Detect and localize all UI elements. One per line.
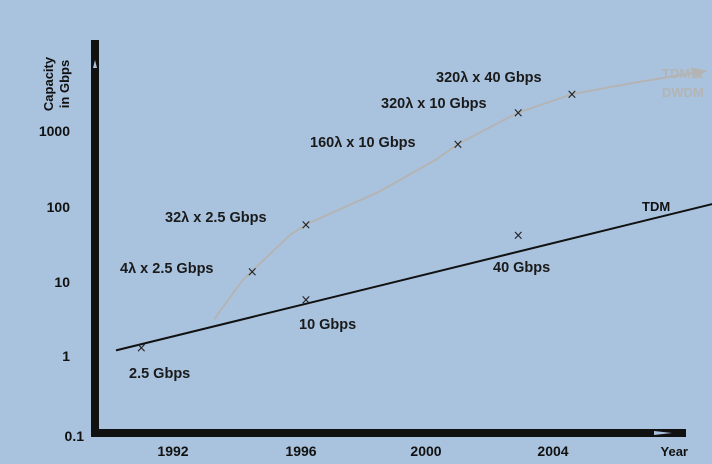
- x-axis-line: [91, 429, 651, 437]
- data-label: 320λ x 10 Gbps: [381, 96, 487, 112]
- data-label: 40 Gbps: [493, 260, 550, 276]
- data-point-marker: ×: [247, 265, 258, 280]
- data-label: 320λ x 40 Gbps: [436, 70, 542, 86]
- series-label-tdm-dwdm: TDM &: [662, 66, 703, 81]
- y-axis-arrow-icon: [91, 40, 99, 70]
- x-axis-arrow-head-icon: [654, 431, 672, 435]
- y-axis-label-line1: Capacity: [41, 56, 56, 111]
- data-point-marker: ×: [301, 293, 312, 308]
- x-tick-label: 2000: [410, 443, 441, 459]
- x-axis-label: Year: [661, 444, 688, 459]
- y-tick-label: 1: [62, 348, 70, 364]
- data-point-marker: ×: [136, 341, 147, 356]
- x-tick-label: 2004: [537, 443, 568, 459]
- series-line-tdm-dwdm: [213, 70, 702, 320]
- series-arrowhead-tdm-dwdm: [691, 67, 708, 80]
- series-line-tdm: [115, 203, 712, 352]
- data-label: 32λ x 2.5 Gbps: [165, 210, 267, 226]
- data-label: 2.5 Gbps: [129, 366, 190, 382]
- data-label: 160λ x 10 Gbps: [310, 135, 416, 151]
- data-point-marker: ×: [513, 228, 524, 243]
- y-tick-label: 1000: [39, 123, 70, 139]
- series-label-tdm-dwdm: DWDM: [662, 85, 704, 100]
- data-point-marker: ×: [513, 106, 524, 121]
- data-point-marker: ×: [453, 138, 464, 153]
- data-label: 10 Gbps: [299, 317, 356, 333]
- x-tick-label: 1996: [285, 443, 316, 459]
- series-label-tdm: TDM: [642, 199, 670, 214]
- data-point-marker: ×: [567, 88, 578, 103]
- y-tick-label: 100: [47, 199, 71, 215]
- x-tick-label: 1992: [157, 443, 188, 459]
- y-axis-label-line2: in Gbps: [57, 60, 72, 108]
- y-axis-arrow-head-icon: [93, 60, 97, 68]
- y-tick-label: 10: [54, 274, 70, 290]
- data-point-marker: ×: [301, 218, 312, 233]
- data-markers: × × × × × × × ×: [136, 88, 578, 357]
- y-axis-line: [91, 70, 99, 437]
- data-label: 4λ x 2.5 Gbps: [120, 261, 214, 277]
- y-tick-label: 0.1: [65, 428, 85, 444]
